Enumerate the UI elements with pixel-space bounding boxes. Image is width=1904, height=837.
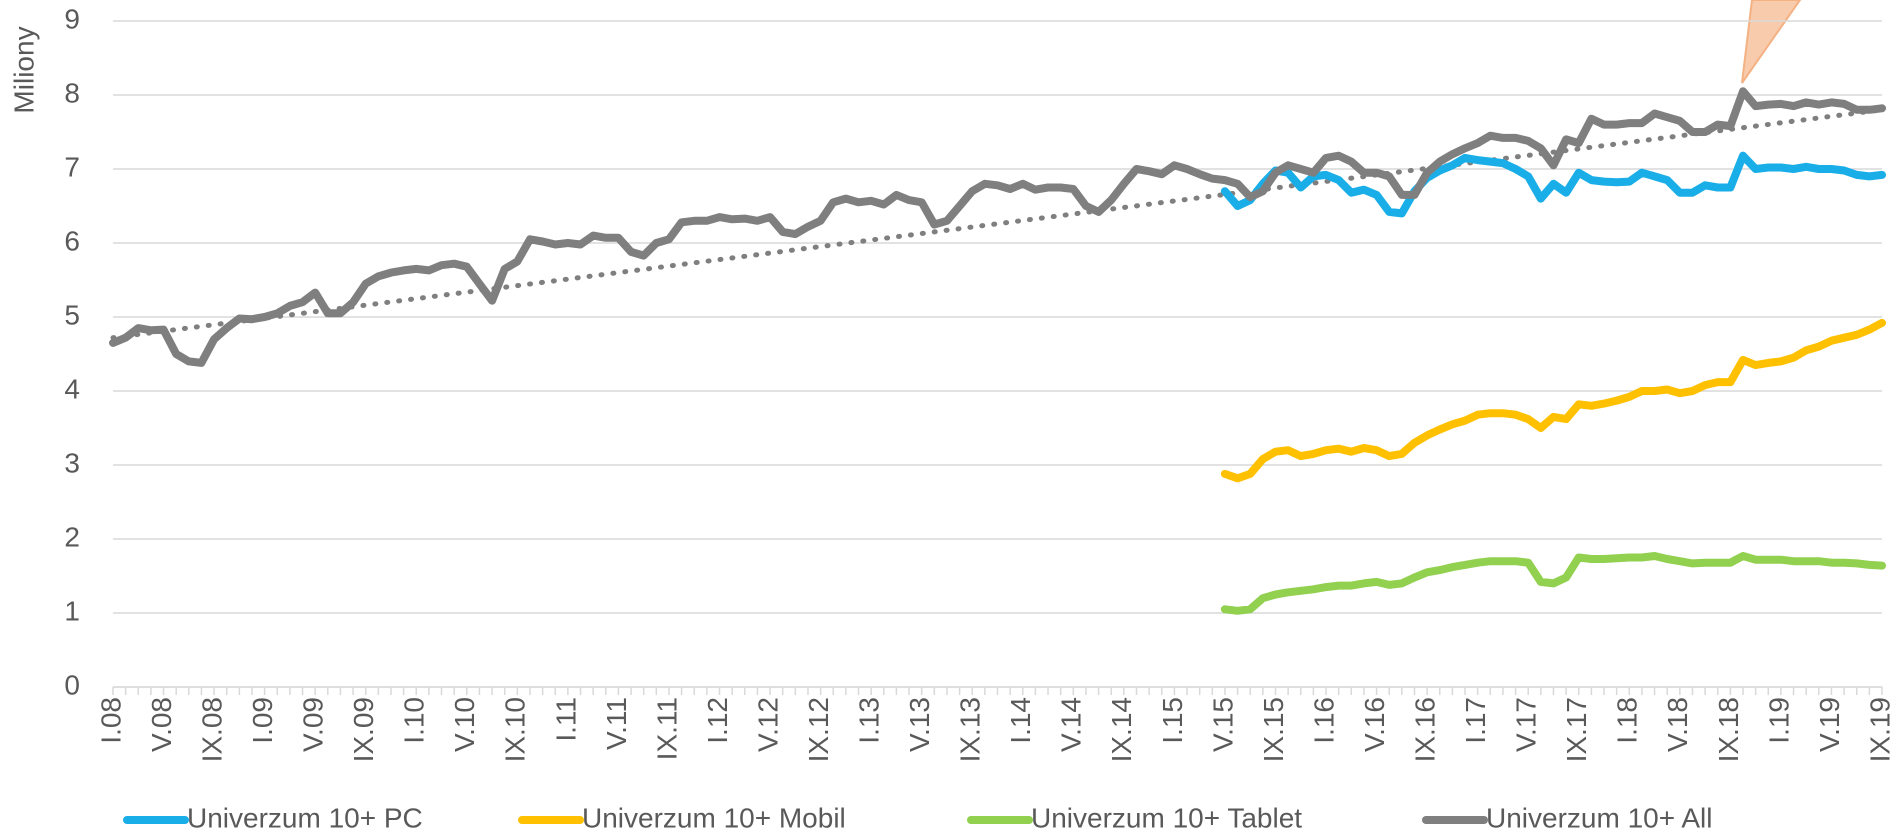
legend-label: Univerzum 10+ Tablet [1031,802,1302,833]
x-tick-label: IX.11 [651,697,682,760]
legend-label: Univerzum 10+ PC [187,802,423,833]
x-tick-label: IX.17 [1561,697,1592,762]
x-tick-label: IX.14 [1106,697,1137,762]
x-tick-label: V.13 [904,697,935,752]
y-tick-label: 6 [64,225,80,256]
x-tick-label: IX.16 [1410,697,1441,762]
x-tick-label: I.14 [1005,697,1036,744]
x-tick-label: V.16 [1359,697,1390,752]
x-tick-label: V.14 [1056,697,1087,752]
x-tick-label: IX.18 [1713,697,1744,762]
x-tick-label: I.12 [702,697,733,744]
y-tick-label: 8 [64,77,80,108]
x-tick-label: V.08 [146,697,177,752]
y-axis-label: Miliony [8,26,39,113]
x-tick-label: V.18 [1662,697,1693,752]
y-tick-label: 3 [64,447,80,478]
x-tick-label: I.08 [95,697,126,744]
callout-arrow [1741,0,1802,84]
x-tick-label: I.15 [1157,697,1188,744]
series-line [1220,151,1886,218]
y-tick-label: 9 [64,3,80,34]
x-tick-label: IX.15 [1258,697,1289,762]
x-tick-label: IX.08 [196,697,227,762]
x-tick-label: V.12 [752,697,783,752]
y-tick-label: 7 [64,151,80,182]
x-tick-label: I.16 [1308,697,1339,744]
trend-line [110,107,1885,341]
y-tick-label: 5 [64,299,80,330]
x-tick-label: IX.09 [348,697,379,762]
y-tick-label: 1 [64,595,80,626]
y-tick-label: 2 [64,521,80,552]
series-line [1220,552,1886,615]
x-tick-label: I.09 [247,697,278,744]
x-tick-label: I.10 [399,697,430,744]
x-tick-label: I.19 [1763,697,1794,744]
series-line [109,87,1886,367]
x-tick-label: IX.13 [955,697,986,762]
x-tick-label: IX.12 [803,697,834,762]
y-tick-label: 0 [64,669,80,700]
series-line [1220,318,1886,483]
x-tick-label: I.18 [1612,697,1643,744]
legend-label: Univerzum 10+ All [1486,802,1712,833]
x-tick-label: I.11 [550,697,581,742]
x-tick-label: V.10 [449,697,480,752]
x-tick-label: I.13 [854,697,885,744]
x-tick-label: V.17 [1511,697,1542,752]
x-tick-label: V.09 [298,697,329,752]
x-tick-label: V.15 [1207,697,1238,752]
y-tick-label: 4 [64,373,80,404]
legend-label: Univerzum 10+ Mobil [582,802,846,833]
x-tick-label: V.19 [1814,697,1845,752]
x-tick-label: IX.10 [500,697,531,762]
x-tick-label: IX.19 [1864,697,1895,762]
x-tick-label: V.11 [601,697,632,750]
x-tick-label: I.17 [1460,697,1491,744]
